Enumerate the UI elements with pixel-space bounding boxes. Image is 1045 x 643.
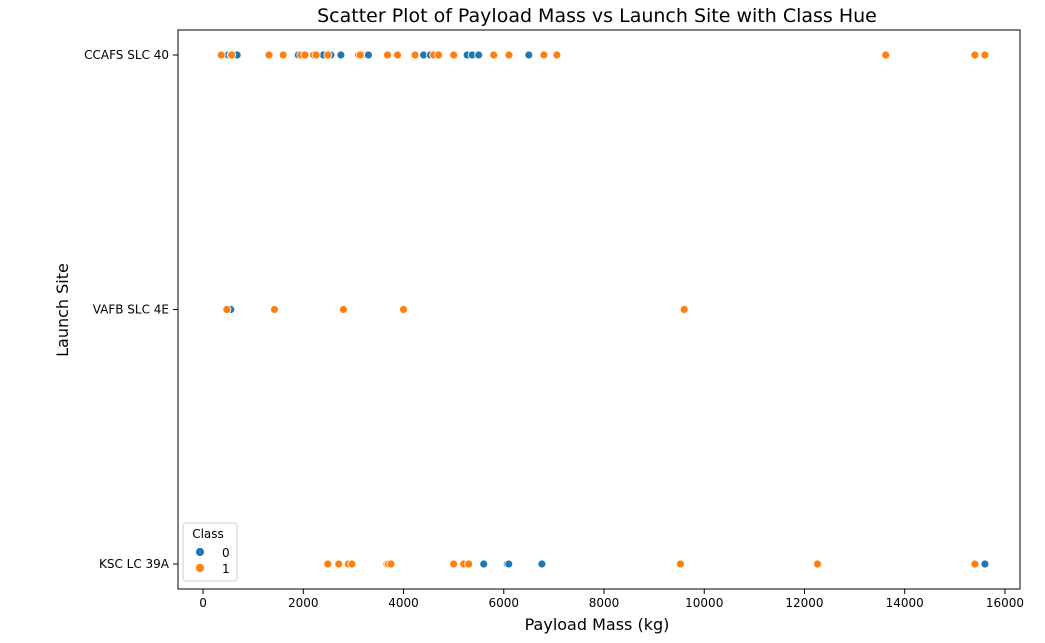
data-point-class-0 — [479, 559, 489, 569]
data-point-class-1 — [347, 559, 357, 569]
y-tick-label: CCAFS SLC 40 — [84, 48, 169, 62]
chart-title: Scatter Plot of Payload Mass vs Launch S… — [317, 5, 877, 27]
data-point-class-1 — [449, 50, 459, 60]
x-tick-label: 6000 — [489, 596, 520, 610]
data-point-class-1 — [383, 50, 392, 60]
data-point-class-1 — [970, 50, 980, 60]
data-point-class-0 — [524, 50, 534, 60]
data-point-class-1 — [980, 50, 990, 60]
legend-marker-class-1 — [195, 563, 205, 573]
y-axis-label: Launch Site — [53, 263, 72, 357]
data-point-class-1 — [393, 50, 402, 60]
x-tick-label: 2000 — [288, 596, 319, 610]
data-point-class-0 — [474, 50, 484, 60]
data-point-class-1 — [264, 50, 274, 60]
data-point-class-1 — [881, 50, 891, 60]
data-point-class-1 — [323, 50, 333, 60]
legend-title: Class — [192, 527, 224, 541]
x-tick-label: 0 — [199, 596, 207, 610]
legend-label-class-0: 0 — [222, 546, 230, 560]
data-point-class-1 — [813, 559, 822, 569]
x-tick-label: 14000 — [886, 596, 924, 610]
data-point-class-1 — [323, 559, 333, 569]
data-point-class-1 — [278, 50, 288, 60]
legend-label-class-1: 1 — [222, 562, 230, 576]
data-point-class-1 — [311, 50, 321, 60]
data-point-class-1 — [300, 50, 310, 60]
x-tick-label: 16000 — [986, 596, 1024, 610]
data-point-class-0 — [336, 50, 346, 60]
y-tick-label: KSC LC 39A — [99, 557, 170, 571]
data-point-class-1 — [227, 50, 237, 60]
data-point-class-1 — [270, 305, 279, 314]
x-tick-label: 8000 — [589, 596, 620, 610]
data-point-class-1 — [434, 50, 444, 60]
data-point-class-1 — [216, 50, 226, 60]
data-point-class-1 — [399, 305, 408, 314]
data-point-class-1 — [338, 305, 348, 314]
data-point-class-0 — [537, 559, 547, 569]
data-point-class-1 — [539, 50, 549, 60]
plot-frame — [177, 29, 1021, 590]
legend-marker-class-0 — [195, 547, 205, 557]
data-point-class-1 — [334, 559, 344, 569]
data-point-class-0 — [364, 50, 373, 60]
data-point-class-1 — [552, 50, 562, 60]
data-point-class-1 — [449, 559, 459, 569]
data-point-class-1 — [355, 50, 365, 60]
data-point-class-1 — [386, 559, 396, 569]
data-point-class-0 — [980, 559, 990, 569]
x-axis-label: Payload Mass (kg) — [525, 615, 670, 634]
x-tick-label: 10000 — [685, 596, 723, 610]
data-point-class-1 — [679, 305, 689, 314]
data-point-class-1 — [676, 559, 685, 569]
data-point-class-1 — [464, 559, 474, 569]
x-tick-label: 4000 — [388, 596, 419, 610]
plot-area: 0 2000 4000 6000 8000 10000 12000 14000 16000 CCA… — [84, 29, 1024, 610]
data-point-class-1 — [489, 50, 499, 60]
data-point-class-1 — [222, 305, 232, 314]
data-point-class-1 — [970, 559, 980, 569]
data-point-class-1 — [410, 50, 420, 60]
data-point-class-1 — [504, 50, 514, 60]
y-tick-label: VAFB SLC 4E — [93, 303, 169, 317]
x-tick-label: 12000 — [785, 596, 823, 610]
data-point-class-0 — [504, 559, 514, 569]
